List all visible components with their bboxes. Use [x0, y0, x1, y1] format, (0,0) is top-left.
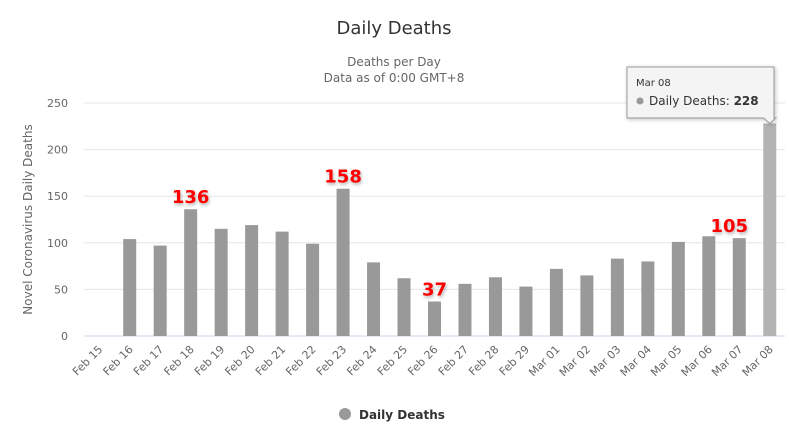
tooltip-value: 228	[734, 94, 759, 108]
bar-mar-08[interactable]	[763, 123, 777, 336]
tooltip-series-marker-icon	[636, 97, 644, 105]
x-tick-label: Feb 17	[131, 343, 166, 378]
bar-feb-20[interactable]	[245, 225, 259, 336]
bar-feb-22[interactable]	[306, 243, 320, 336]
bar-feb-23[interactable]	[336, 188, 350, 336]
x-tick-label: Mar 06	[679, 343, 715, 379]
bar-mar-07[interactable]	[732, 238, 746, 336]
bar-mar-04[interactable]	[641, 261, 655, 336]
x-tick-label: Feb 15	[70, 343, 105, 378]
x-tick-label: Feb 27	[436, 343, 471, 378]
legend-marker-icon[interactable]	[339, 408, 351, 420]
bar-feb-29[interactable]	[519, 286, 533, 336]
data-label: 136	[172, 187, 210, 208]
x-tick-label: Feb 25	[375, 343, 410, 378]
tooltip-box	[626, 66, 778, 125]
y-tick-label: 250	[47, 97, 68, 110]
y-tick-label: 100	[47, 237, 68, 250]
tooltip-category: Mar 08	[636, 78, 671, 89]
bar-feb-17[interactable]	[153, 245, 167, 336]
bar-feb-27[interactable]	[458, 283, 472, 336]
chart-title: Daily Deaths	[336, 18, 451, 39]
x-tick-label: Mar 01	[526, 343, 562, 379]
x-tick-label: Feb 24	[344, 343, 379, 378]
x-tick-label: Feb 20	[222, 343, 257, 378]
data-label: 105	[710, 216, 748, 237]
y-tick-label: 200	[47, 144, 68, 157]
bar-feb-25[interactable]	[397, 278, 411, 336]
chart-subtitle: Data as of 0:00 GMT+8	[324, 71, 465, 85]
bar-mar-03[interactable]	[610, 258, 624, 336]
bar-feb-18[interactable]	[184, 209, 198, 336]
chart-subtitle: Deaths per Day	[347, 55, 441, 69]
bar-mar-01[interactable]	[549, 268, 563, 336]
bar-mar-02[interactable]	[580, 275, 594, 336]
y-tick-label: 150	[47, 190, 68, 203]
x-tick-label: Feb 21	[253, 343, 288, 378]
data-label: 37	[422, 280, 447, 301]
y-tick-label: 0	[61, 330, 68, 343]
x-tick-label: Feb 16	[100, 343, 135, 378]
bar-feb-26[interactable]	[428, 301, 441, 336]
bar-feb-24[interactable]	[367, 262, 381, 336]
tooltip-series-name: Daily Deaths:	[649, 94, 734, 108]
x-tick-label: Feb 28	[466, 343, 501, 378]
x-tick-label: Feb 19	[192, 343, 227, 378]
data-label: 158	[324, 167, 362, 188]
x-tick-label: Feb 22	[283, 343, 318, 378]
x-tick-label: Mar 02	[557, 343, 593, 379]
y-axis-label: Novel Coronavirus Daily Deaths	[21, 124, 35, 314]
bar-mar-06[interactable]	[702, 236, 716, 336]
x-tick-label: Mar 03	[587, 343, 623, 379]
x-tick-label: Feb 18	[161, 343, 196, 378]
bar-feb-16[interactable]	[123, 239, 137, 336]
bar-feb-21[interactable]	[275, 231, 289, 336]
x-tick-label: Feb 23	[314, 343, 349, 378]
x-tick-label: Feb 26	[405, 343, 440, 378]
bar-mar-05[interactable]	[671, 241, 685, 336]
tooltip-text: Daily Deaths: 228	[649, 94, 759, 108]
bar-feb-19[interactable]	[214, 228, 228, 336]
y-tick-label: 50	[54, 283, 68, 296]
x-tick-label: Mar 08	[740, 343, 776, 379]
x-tick-label: Feb 29	[497, 343, 532, 378]
x-tick-label: Mar 07	[709, 343, 745, 379]
legend-item[interactable]: Daily Deaths	[359, 408, 445, 422]
x-tick-label: Mar 05	[648, 343, 684, 379]
x-tick-label: Mar 04	[618, 343, 654, 379]
bar-feb-28[interactable]	[488, 277, 502, 336]
